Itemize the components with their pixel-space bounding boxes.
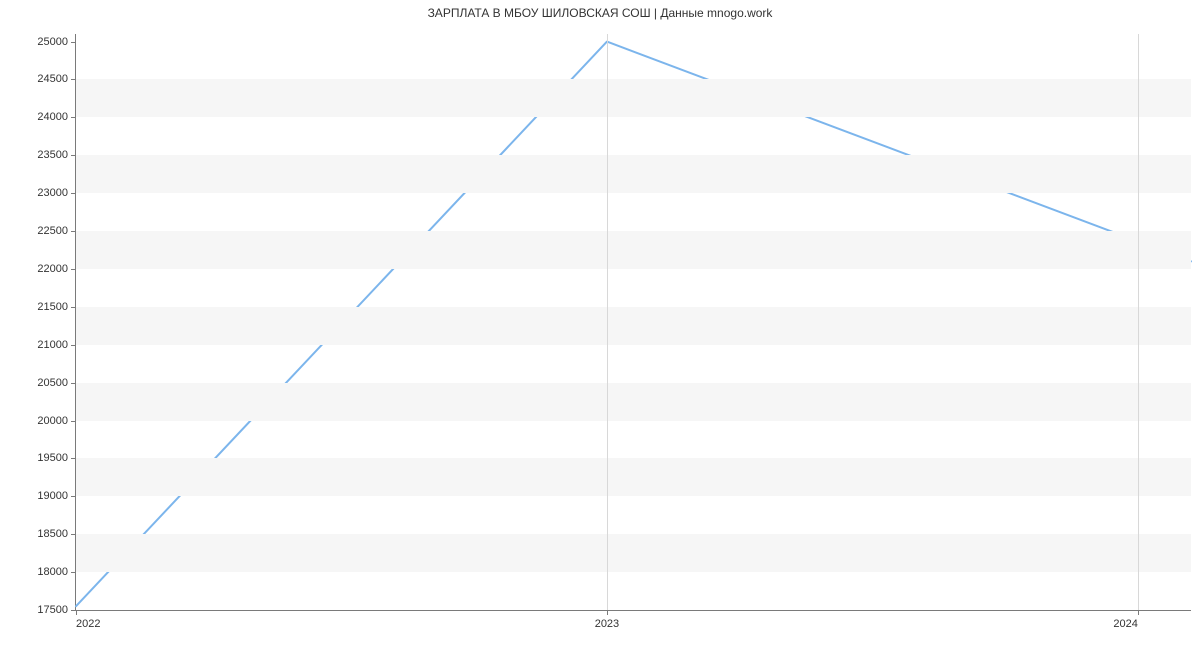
y-tick-label: 24000 xyxy=(37,111,76,123)
y-tick-label: 18000 xyxy=(37,566,76,578)
y-tick-label: 19000 xyxy=(37,490,76,502)
x-tick-label: 2023 xyxy=(595,610,619,630)
y-tick-label: 22000 xyxy=(37,263,76,275)
y-tick-label: 22500 xyxy=(37,225,76,237)
grid-band xyxy=(76,155,1191,193)
x-tick-label: 2024 xyxy=(1113,610,1137,630)
y-tick-label: 21000 xyxy=(37,339,76,351)
grid-band xyxy=(76,534,1191,572)
y-tick-label: 18500 xyxy=(37,528,76,540)
y-tick-label: 25000 xyxy=(37,36,76,48)
y-tick-label: 23000 xyxy=(37,187,76,199)
grid-band xyxy=(76,231,1191,269)
x-grid-line xyxy=(607,34,608,610)
y-tick-label: 21500 xyxy=(37,301,76,313)
x-tick-label: 2022 xyxy=(76,610,100,630)
chart-title: ЗАРПЛАТА В МБОУ ШИЛОВСКАЯ СОШ | Данные m… xyxy=(0,6,1200,20)
y-tick-label: 23500 xyxy=(37,149,76,161)
y-tick-label: 24500 xyxy=(37,73,76,85)
x-grid-line xyxy=(1138,34,1139,610)
grid-band xyxy=(76,307,1191,345)
y-tick-label: 19500 xyxy=(37,452,76,464)
y-tick-label: 20500 xyxy=(37,377,76,389)
salary-line-chart: ЗАРПЛАТА В МБОУ ШИЛОВСКАЯ СОШ | Данные m… xyxy=(0,0,1200,650)
x-tick-mark xyxy=(1138,610,1139,615)
grid-band xyxy=(76,458,1191,496)
y-tick-label: 17500 xyxy=(37,604,76,616)
grid-band xyxy=(76,79,1191,117)
plot-area: 1750018000185001900019500200002050021000… xyxy=(75,34,1191,611)
y-tick-label: 20000 xyxy=(37,415,76,427)
grid-band xyxy=(76,383,1191,421)
